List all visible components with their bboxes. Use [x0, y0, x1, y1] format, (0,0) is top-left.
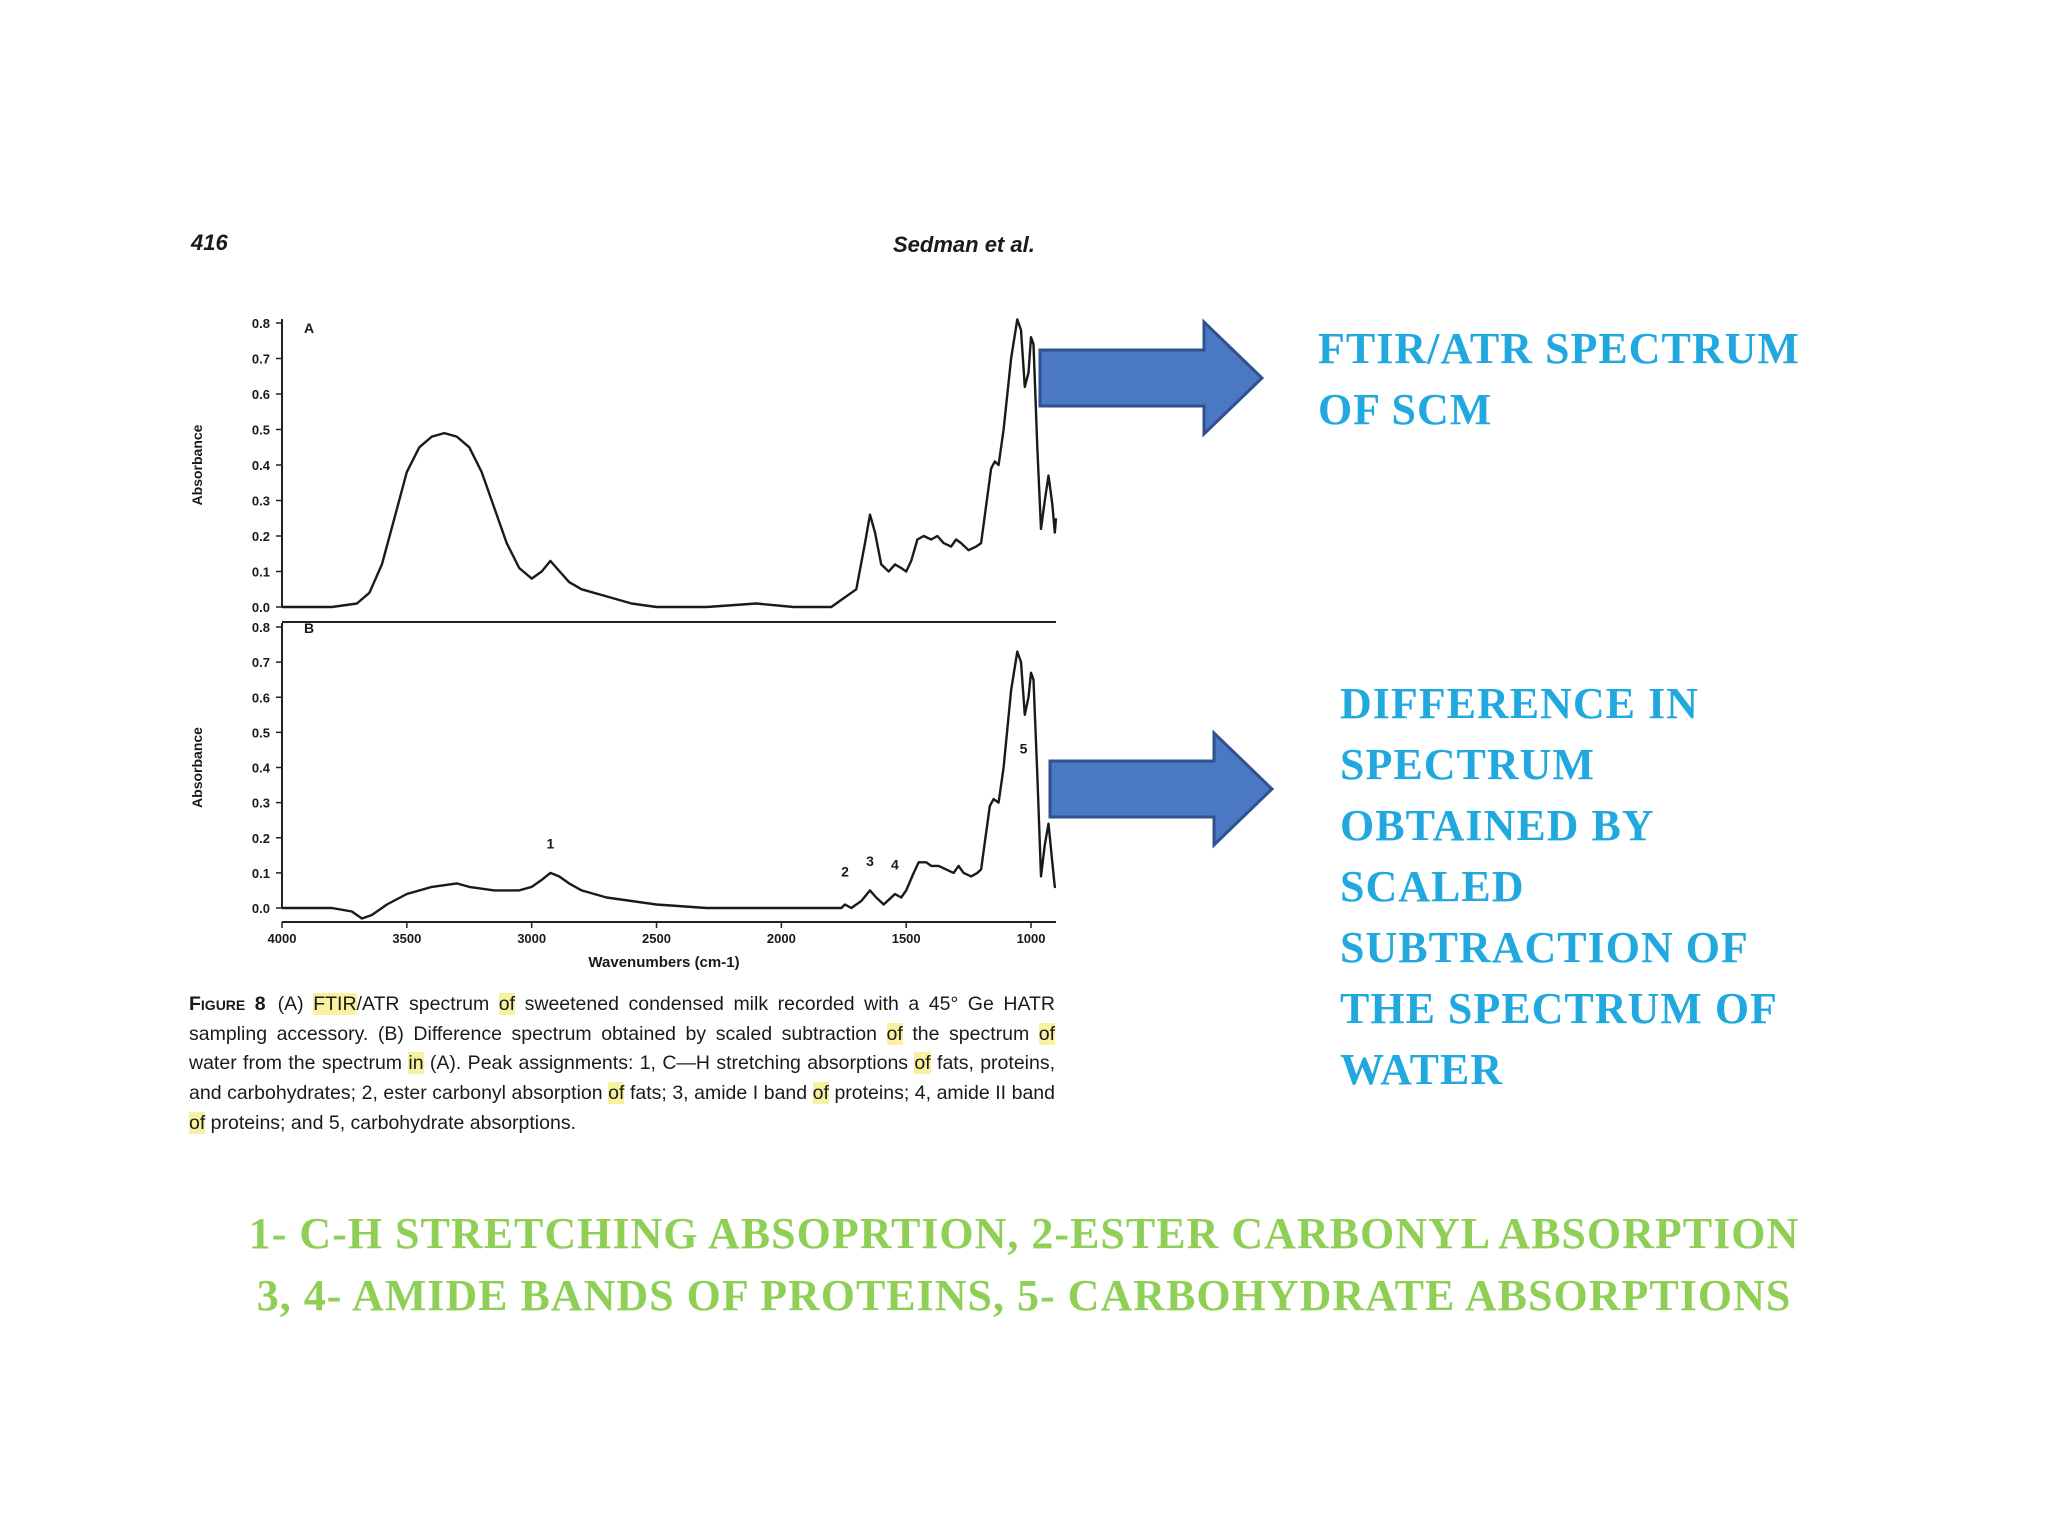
spectrum-line — [282, 318, 1058, 609]
peak-summary-line-2: 3, 4- AMIDE BANDS OF PROTEINS, 5- CARBOH… — [256, 1271, 1792, 1320]
y-axis-label: Absorbance — [189, 727, 205, 808]
caption-segment: (A). Peak assignments: 1, C—H stretching… — [423, 1052, 915, 1075]
y-tick-label: 0.7 — [252, 352, 270, 367]
y-tick-label: 0.3 — [252, 494, 270, 509]
y-tick-label: 0.6 — [252, 387, 270, 402]
y-tick-label: 0.5 — [252, 423, 270, 438]
highlighted-word: of — [189, 1111, 206, 1134]
caption-segment: the spectrum — [902, 1022, 1039, 1045]
x-tick-label: 3000 — [517, 931, 546, 946]
x-tick-label: 1000 — [1017, 931, 1046, 946]
panel-label: B — [304, 620, 314, 636]
caption-segment: fats, proteins, and carbohydrates; 2, es… — [189, 1052, 1056, 1104]
highlighted-word: of — [608, 1081, 625, 1104]
annotation-bottom-line: SPECTRUM — [1340, 740, 1595, 789]
y-tick-label: 0.1 — [252, 866, 270, 881]
caption-segment: sweetened condensed milk recorded with a… — [189, 993, 1056, 1045]
y-tick-label: 0.8 — [252, 620, 270, 635]
x-tick-label: 3500 — [392, 931, 421, 946]
running-head-authors: Sedman et al. — [893, 232, 1035, 257]
highlighted-word: FTIR — [313, 993, 357, 1015]
y-tick-label: 0.5 — [252, 725, 270, 740]
x-tick-label: 1500 — [892, 931, 921, 946]
y-tick-label: 0.0 — [252, 600, 270, 615]
y-tick-label: 0.1 — [252, 565, 270, 580]
caption-text: (A) FTIR/ATR spectrum of sweetened conde… — [189, 993, 1056, 1134]
panel-b-difference-spectrum: 0.0 0.1 0.2 0.3 0.4 0.5 0.6 0.7 0.8 Absorbance B 1 2… — [189, 620, 1056, 946]
y-tick-label: 0.3 — [252, 796, 270, 811]
x-tick-label: 4000 — [268, 931, 297, 946]
x-tick-label: 2500 — [642, 931, 671, 946]
annotation-bottom-line: SCALED — [1340, 862, 1525, 911]
caption-segment: fats; 3, amide I band — [624, 1081, 813, 1104]
annotation-ftir-spectrum: FTIR/ATR SPECTRUM OF SCM — [1318, 318, 1800, 440]
spectrum-line — [282, 650, 1056, 920]
y-tick-label: 0.6 — [252, 690, 270, 705]
y-tick-label: 0.7 — [252, 655, 270, 670]
highlighted-word: of — [812, 1081, 829, 1104]
caption-segment: proteins; 4, amide II band — [828, 1081, 1055, 1104]
peak-label: 2 — [841, 863, 849, 879]
figure-label: Figure 8 — [189, 993, 266, 1015]
peak-label: 4 — [891, 856, 899, 872]
caption-segment: proteins; and 5, carbohydrate absorption… — [205, 1111, 576, 1134]
peak-summary-line-1: 1- C-H STRETCHING ABSOPRTION, 2-ESTER CA… — [248, 1209, 1800, 1258]
panel-label: A — [304, 320, 314, 336]
peak-label: 3 — [866, 853, 874, 869]
figure-caption: Figure 8 (A) FTIR/ATR spectrum of sweeten… — [189, 990, 1056, 1138]
highlighted-word: of — [886, 1022, 903, 1045]
arrow-right-icon — [1048, 729, 1275, 849]
annotation-difference-spectrum: DIFFERENCE IN SPECTRUM OBTAINED BY SCALED SU… — [1340, 673, 1778, 1100]
x-axis-label: Wavenumbers (cm-1) — [588, 954, 739, 971]
caption-segment: /ATR spectrum — [356, 993, 499, 1015]
y-tick-label: 0.8 — [252, 316, 270, 331]
y-tick-label: 0.0 — [252, 901, 270, 916]
peak-label: 5 — [1020, 741, 1028, 757]
x-tick-label: 2000 — [767, 931, 796, 946]
highlighted-word: of — [914, 1052, 931, 1075]
y-tick-label: 0.2 — [252, 831, 270, 846]
highlighted-word: in — [408, 1052, 424, 1075]
y-axis-label: Absorbance — [189, 424, 205, 505]
caption-segment: water from the spectrum — [189, 1052, 409, 1075]
caption-segment: (A) — [277, 993, 314, 1015]
y-tick-label: 0.4 — [252, 458, 271, 473]
annotation-top-line: OF SCM — [1318, 385, 1493, 434]
annotation-bottom-line: THE SPECTRUM OF — [1340, 984, 1778, 1033]
annotation-bottom-line: WATER — [1340, 1045, 1504, 1094]
annotation-top-line: FTIR/ATR SPECTRUM — [1318, 324, 1800, 373]
annotation-bottom-line: SUBTRACTION OF — [1340, 923, 1749, 972]
annotation-bottom-line: DIFFERENCE IN — [1340, 679, 1699, 728]
panel-a-absorbance-spectrum: 0.0 0.1 0.2 0.3 0.4 0.5 0.6 0.7 0.8 Absorbance A — [189, 316, 1058, 623]
highlighted-word: of — [498, 993, 516, 1015]
y-tick-label: 0.4 — [252, 761, 271, 776]
peak-label: 1 — [547, 835, 555, 851]
highlighted-word: of — [1038, 1022, 1056, 1045]
page-number: 416 — [191, 230, 228, 255]
annotation-bottom-line: OBTAINED BY — [1340, 801, 1655, 850]
arrow-right-icon — [1038, 318, 1265, 438]
y-tick-label: 0.2 — [252, 529, 270, 544]
